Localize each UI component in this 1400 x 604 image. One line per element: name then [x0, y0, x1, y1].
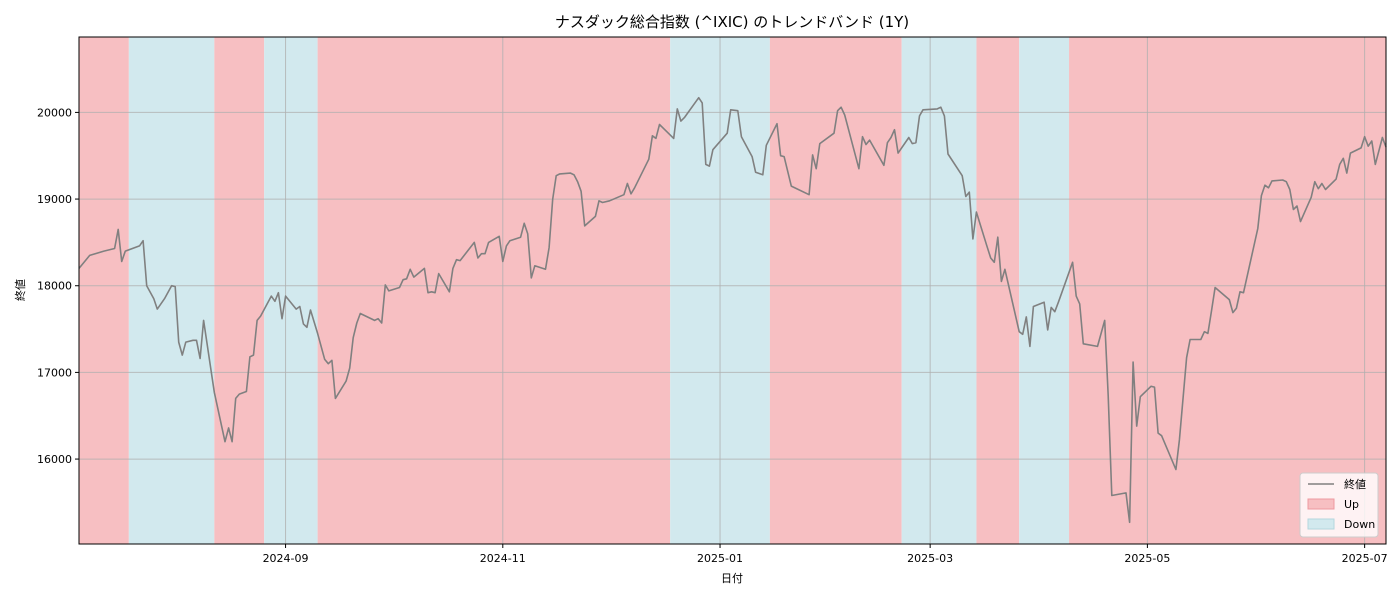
y-axis-label: 終値 — [13, 279, 27, 301]
legend-label-down: Down — [1344, 518, 1375, 531]
x-tick-label-2024-09: 2024-09 — [263, 552, 309, 565]
y-tick-label-17000: 17000 — [37, 366, 72, 379]
legend-label-up: Up — [1344, 498, 1359, 511]
legend: 終値 Up Down — [1299, 472, 1379, 538]
y-tick-label-20000: 20000 — [37, 106, 72, 119]
legend-swatch-up — [1307, 498, 1335, 510]
x-tick-label-2025-01: 2025-01 — [697, 552, 743, 565]
band-down-3 — [264, 37, 318, 544]
band-up-0 — [79, 37, 129, 544]
y-tick-label-18000: 18000 — [37, 280, 72, 293]
band-down-1 — [128, 37, 215, 544]
legend-swatch-down — [1307, 518, 1335, 530]
x-tick-label-2024-11: 2024-11 — [480, 552, 526, 565]
band-up-2 — [214, 37, 265, 544]
band-up-8 — [976, 37, 1020, 544]
band-up-4 — [317, 37, 671, 544]
plot-frame — [78, 36, 1387, 545]
series-line-close — [78, 96, 1387, 524]
x-tick-label-2025-05: 2025-05 — [1124, 552, 1170, 565]
band-up-10 — [1069, 37, 1386, 544]
band-up-6 — [769, 37, 902, 544]
y-tick-label-16000: 16000 — [37, 453, 72, 466]
x-axis-label: 日付 — [721, 572, 743, 585]
chart-title: ナスダック総合指数 (^IXIC) のトレンドバンド (1Y) — [555, 13, 909, 31]
x-tick-label-2025-07: 2025-07 — [1342, 552, 1388, 565]
y-tick-label-19000: 19000 — [37, 193, 72, 206]
plot-area: 16000 17000 18000 19000 20000 2024-09 2024-11 2… — [37, 36, 1388, 565]
band-down-7 — [901, 37, 977, 544]
x-tick-label-2025-03: 2025-03 — [907, 552, 953, 565]
band-down-9 — [1019, 37, 1070, 544]
legend-label-line: 終値 — [1344, 477, 1366, 491]
